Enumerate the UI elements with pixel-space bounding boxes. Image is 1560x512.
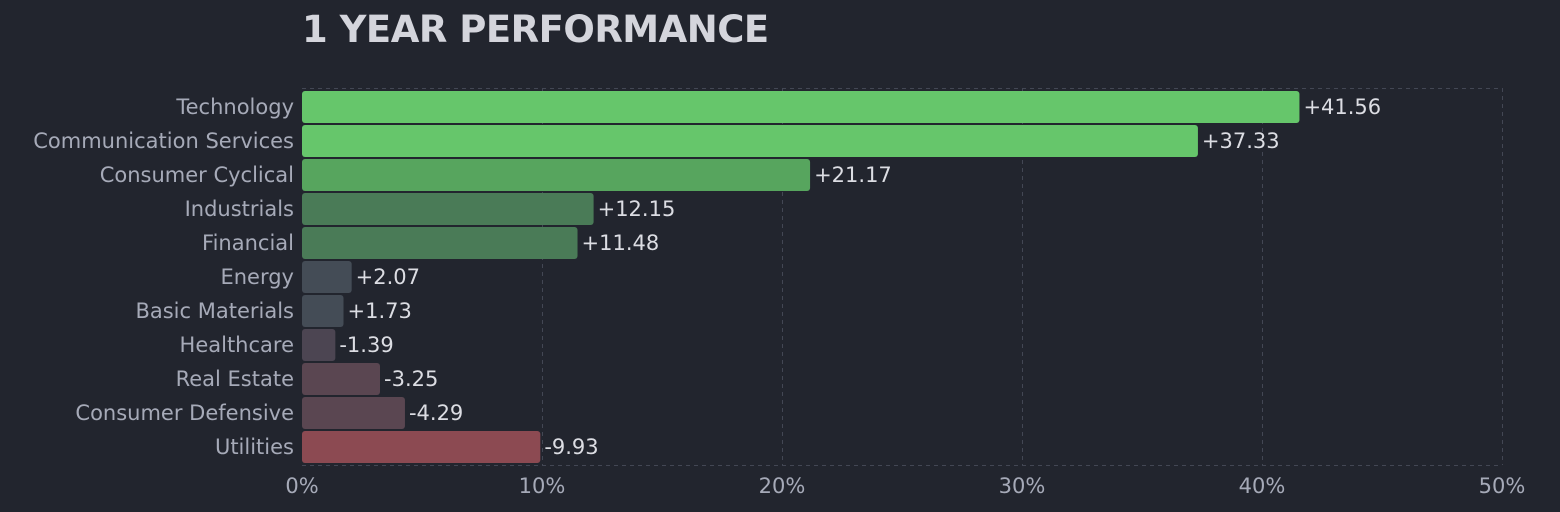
value-label-real-estate: -3.25 <box>384 367 438 391</box>
category-label-communication-services: Communication Services <box>33 129 294 153</box>
bar-consumer-defensive <box>302 397 405 429</box>
value-label-utilities: -9.93 <box>544 435 598 459</box>
category-label-industrials: Industrials <box>185 197 294 221</box>
category-label-energy: Energy <box>220 265 294 289</box>
value-label-communication-services: +37.33 <box>1202 129 1280 153</box>
bar-communication-services <box>302 125 1198 157</box>
x-tick-label-50: 50% <box>1479 474 1526 498</box>
value-label-healthcare: -1.39 <box>339 333 393 357</box>
bar-energy <box>302 261 352 293</box>
category-label-real-estate: Real Estate <box>176 367 294 391</box>
category-label-consumer-cyclical: Consumer Cyclical <box>100 163 294 187</box>
bar-healthcare <box>302 329 336 361</box>
value-label-industrials: +12.15 <box>598 197 676 221</box>
value-label-financial: +11.48 <box>582 231 660 255</box>
value-label-basic-materials: +1.73 <box>348 299 412 323</box>
x-tick-label-0: 0% <box>285 474 318 498</box>
category-label-healthcare: Healthcare <box>180 333 294 357</box>
bar-financial <box>302 227 578 259</box>
x-tick-label-30: 30% <box>999 474 1046 498</box>
category-labels: Technology Communication Services Consumer… <box>33 95 294 459</box>
category-label-technology: Technology <box>175 95 294 119</box>
value-labels: +41.56 +37.33 +21.17 +12.15 +11.48 +2.07 +1.73… <box>339 95 1381 459</box>
bar-industrials <box>302 193 594 225</box>
value-label-consumer-cyclical: +21.17 <box>814 163 892 187</box>
category-label-basic-materials: Basic Materials <box>135 299 294 323</box>
category-label-financial: Financial <box>202 231 294 255</box>
bar-technology <box>302 91 1300 123</box>
x-tick-label-20: 20% <box>759 474 806 498</box>
bar-real-estate <box>302 363 380 395</box>
grid-lines <box>302 88 1503 466</box>
bars <box>302 91 1300 463</box>
value-label-energy: +2.07 <box>356 265 420 289</box>
chart-title: 1 YEAR PERFORMANCE <box>302 8 769 51</box>
category-label-consumer-defensive: Consumer Defensive <box>75 401 294 425</box>
value-label-consumer-defensive: -4.29 <box>409 401 463 425</box>
bar-consumer-cyclical <box>302 159 811 191</box>
x-tick-label-10: 10% <box>519 474 566 498</box>
x-tick-label-40: 40% <box>1239 474 1286 498</box>
value-label-technology: +41.56 <box>1303 95 1381 119</box>
category-label-utilities: Utilities <box>215 435 294 459</box>
bar-basic-materials <box>302 295 344 327</box>
bar-utilities <box>302 431 541 463</box>
x-axis-tick-labels: 0% 10% 20% 30% 40% 50% <box>285 474 1525 498</box>
